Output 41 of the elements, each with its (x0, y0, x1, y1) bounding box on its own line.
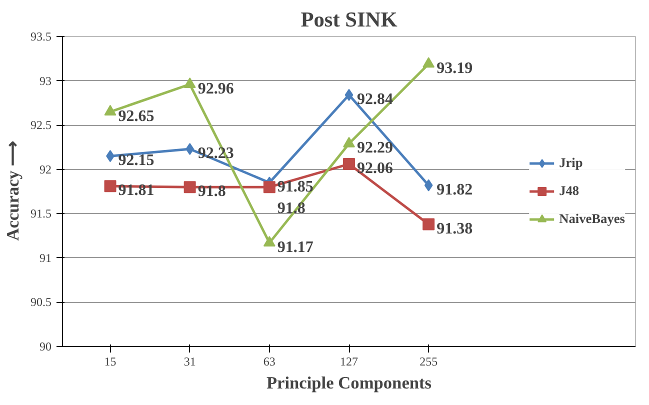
point (424, 179, 433, 192)
x-tick-label: 255 (420, 354, 438, 368)
y-tick-label: 91 (40, 250, 52, 265)
data-label: 93.19 (436, 60, 473, 77)
data-label: 91.85 (277, 178, 314, 196)
data-label: 92.65 (118, 108, 154, 125)
y-axis-title: Accuracy ⟶ (4, 142, 22, 241)
x-tick-label: 63 (263, 354, 276, 368)
data-label: 92.06 (357, 160, 393, 178)
point (104, 104, 116, 116)
data-label: 92.15 (118, 152, 154, 170)
x-tick-label: 31 (184, 354, 196, 368)
point (422, 57, 435, 68)
y-tick-label: 91.5 (30, 206, 52, 221)
y-tick-label: 90 (40, 340, 52, 354)
y-tick-label: 92 (40, 162, 52, 176)
data-label: 92.96 (198, 80, 234, 98)
point (184, 77, 196, 88)
x-axis-title: Principle Components (266, 374, 432, 392)
data-label: 92.29 (357, 140, 393, 157)
data-label: 91.82 (436, 181, 473, 198)
chart-title: Post SINK (300, 8, 398, 32)
point (184, 181, 196, 194)
point (343, 158, 355, 170)
x-tick-label: 15 (104, 354, 116, 368)
point (344, 88, 354, 101)
point (422, 218, 435, 230)
y-tick-label: 93.5 (30, 30, 52, 44)
y-tick-label: 90.5 (30, 295, 52, 310)
legend-label: Jrip (559, 155, 583, 171)
legend-label: J48 (559, 183, 580, 199)
y-tick-label: 93 (40, 74, 52, 88)
data-label: 92.84 (357, 90, 393, 108)
x-tick-label: 127 (340, 354, 358, 368)
y-tick-label: 92.5 (30, 118, 52, 132)
data-label: 91.17 (277, 238, 314, 256)
point (104, 180, 116, 192)
point (263, 181, 276, 194)
point (343, 136, 355, 148)
legend-label: NaiveBayes (559, 211, 625, 227)
data-label: 91.38 (436, 220, 473, 238)
